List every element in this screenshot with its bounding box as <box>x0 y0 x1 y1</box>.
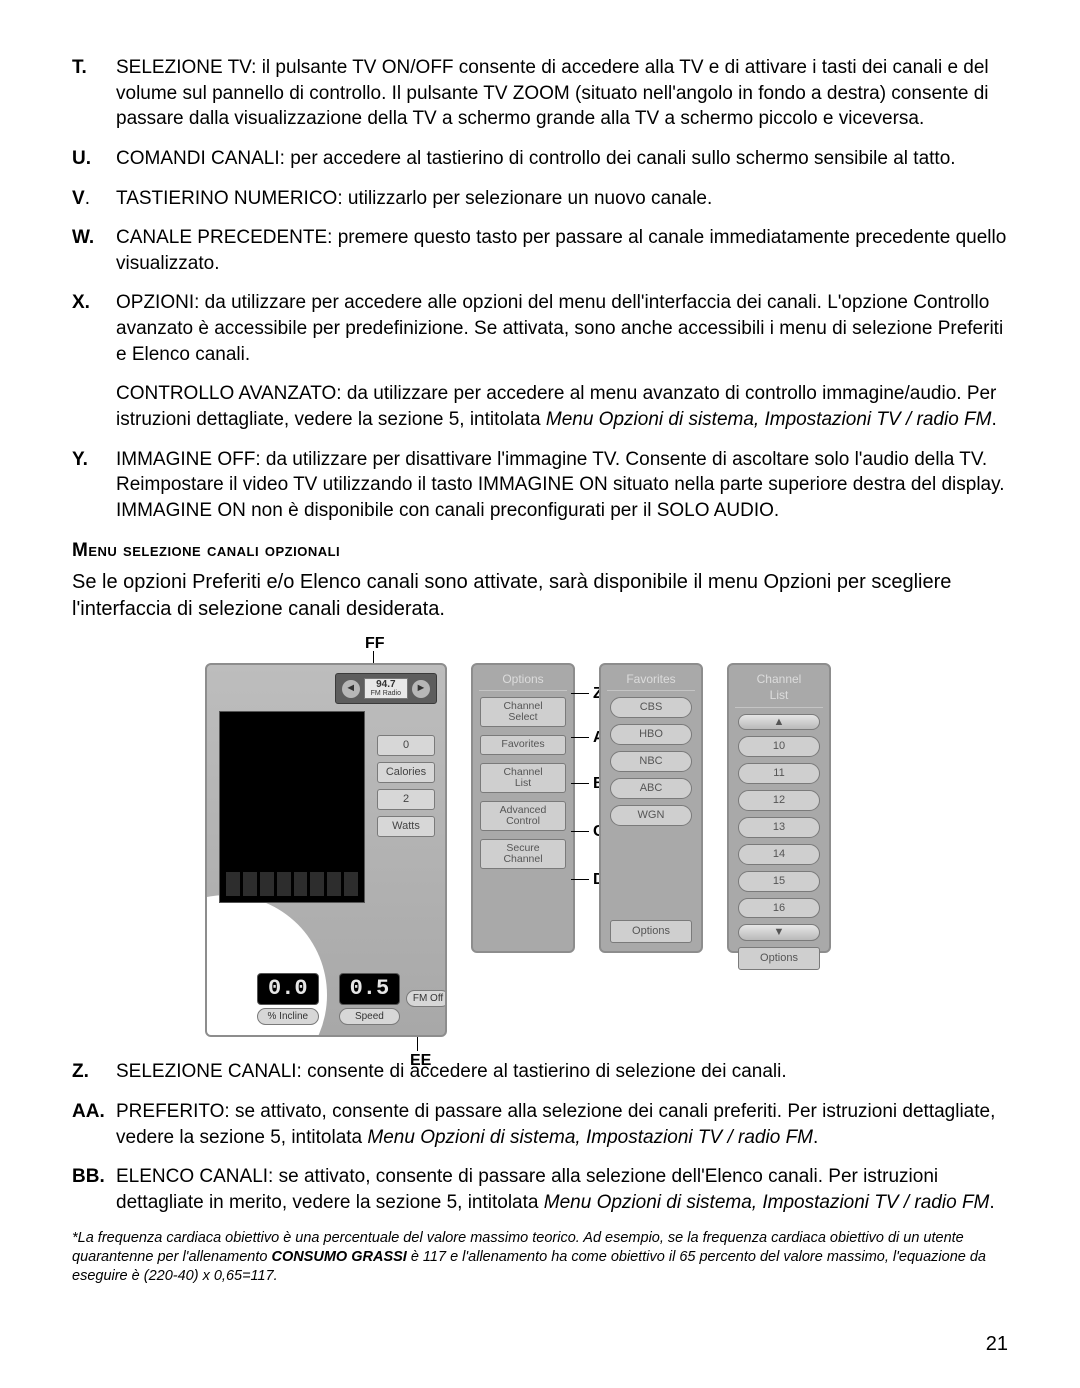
ch-15[interactable]: 15 <box>738 871 819 892</box>
console-screenshot: ◄ 94.7 FM Radio ► 0 Calories 2 Watts 0.0… <box>205 663 447 1037</box>
speed-lcd: 0.5 <box>339 973 401 1005</box>
list-item: Y.IMMAGINE OFF: da utilizzare per disatt… <box>72 447 1008 524</box>
figure: FF ◄ 94.7 FM Radio ► 0 Calories 2 Watts <box>28 633 1008 1037</box>
options-title: Options <box>479 671 567 691</box>
fav-wgn[interactable]: WGN <box>610 805 691 826</box>
advanced-control-button[interactable]: AdvancedControl <box>480 801 565 831</box>
channel-list-panel: ChannelList ▲ 10 11 12 13 14 15 16 ▼ Opt… <box>727 663 831 953</box>
fm-radio-box: ◄ 94.7 FM Radio ► <box>335 673 437 704</box>
favorites-options-button[interactable]: Options <box>610 920 691 943</box>
scroll-down-icon[interactable]: ▼ <box>738 924 819 941</box>
value-0: 0 <box>377 735 435 756</box>
fav-cbs[interactable]: CBS <box>610 697 691 718</box>
list-item: W.CANALE PRECEDENTE: premere questo tast… <box>72 225 1008 276</box>
favorites-button[interactable]: Favorites <box>480 735 565 755</box>
fav-hbo[interactable]: HBO <box>610 724 691 745</box>
ch-10[interactable]: 10 <box>738 736 819 757</box>
label-watts: Watts <box>377 816 435 837</box>
list-bottom: Z.SELEZIONE CANALI: consente di accedere… <box>72 1059 1008 1215</box>
channel-list-options-button[interactable]: Options <box>738 947 819 970</box>
secure-channel-button[interactable]: SecureChannel <box>480 839 565 869</box>
ch-16[interactable]: 16 <box>738 898 819 919</box>
fav-abc[interactable]: ABC <box>610 778 691 799</box>
list-item: T.SELEZIONE TV: il pulsante TV ON/OFF co… <box>72 55 1008 132</box>
options-panel: Options ChannelSelect Favorites ChannelL… <box>471 663 575 953</box>
value-2: 2 <box>377 789 435 810</box>
ch-14[interactable]: 14 <box>738 844 819 865</box>
footnote: *La frequenza cardiaca obiettivo è una p… <box>72 1229 1008 1286</box>
scroll-up-icon[interactable]: ▲ <box>738 714 819 731</box>
list-item: U.COMANDI CANALI: per accedere al tastie… <box>72 146 1008 172</box>
list-item: V.TASTIERINO NUMERICO: utilizzarlo per s… <box>72 186 1008 212</box>
label-calories: Calories <box>377 762 435 783</box>
console-side-stack: 0 Calories 2 Watts <box>377 735 435 836</box>
next-icon[interactable]: ► <box>412 680 430 698</box>
favorites-title: Favorites <box>607 671 695 691</box>
ch-11[interactable]: 11 <box>738 763 819 784</box>
section-intro: Se le opzioni Preferiti e/o Elenco canal… <box>72 569 1008 623</box>
fav-nbc[interactable]: NBC <box>610 751 691 772</box>
page-number: 21 <box>986 1331 1008 1358</box>
list-item: Z.SELEZIONE CANALI: consente di accedere… <box>72 1059 1008 1085</box>
channel-list-title: ChannelList <box>735 671 823 707</box>
section-heading: Menu selezione canali opzionali <box>72 538 1008 564</box>
callout-ee: EE <box>410 1050 431 1072</box>
fm-frequency: 94.7 FM Radio <box>364 678 408 699</box>
channel-select-button[interactable]: ChannelSelect <box>480 697 565 727</box>
incline-button[interactable]: % Incline <box>257 1008 319 1026</box>
incline-lcd: 0.0 <box>257 973 319 1005</box>
speed-button[interactable]: Speed <box>339 1008 401 1026</box>
favorites-panel: Favorites CBS HBO NBC ABC WGN Options <box>599 663 703 953</box>
fm-off-button[interactable]: FM Off <box>406 990 447 1008</box>
list-item: BB.ELENCO CANALI: se attivato, consente … <box>72 1164 1008 1215</box>
prev-icon[interactable]: ◄ <box>342 680 360 698</box>
console-screen <box>219 711 365 903</box>
ch-13[interactable]: 13 <box>738 817 819 838</box>
list-top: T.SELEZIONE TV: il pulsante TV ON/OFF co… <box>72 55 1008 524</box>
callout-ff: FF <box>365 633 385 655</box>
list-item: AA.PREFERITO: se attivato, consente di p… <box>72 1099 1008 1150</box>
ch-12[interactable]: 12 <box>738 790 819 811</box>
channel-list-button[interactable]: ChannelList <box>480 763 565 793</box>
list-item: X.OPZIONI: da utilizzare per accedere al… <box>72 290 1008 432</box>
